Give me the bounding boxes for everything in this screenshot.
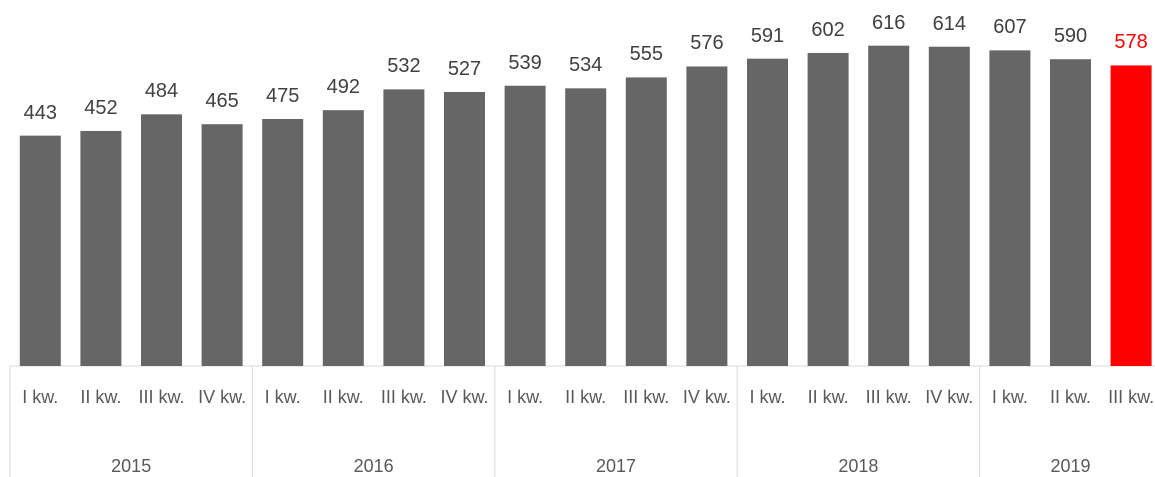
bar [201,124,243,366]
group-label: 2019 [1050,456,1091,476]
value-label: 539 [508,51,542,74]
bar [444,91,485,367]
value-label: 443 [23,101,57,124]
x-tick-label: I kw. [507,387,544,407]
value-label: 576 [690,32,724,55]
bar [807,52,849,367]
group-label: 2016 [353,456,394,476]
bar [141,114,182,366]
group-label: 2018 [838,456,879,476]
bar [686,66,728,366]
value-label: 484 [144,80,179,103]
bar [868,45,910,367]
value-label: 607 [993,16,1027,39]
value-label: 532 [387,55,421,78]
x-tick-label: IV kw. [925,387,974,407]
bar [928,46,970,366]
x-tick-label: II kw. [322,387,364,407]
x-tick-label: I kw. [264,387,301,407]
value-label: 614 [932,12,966,35]
x-tick-label: II kw. [565,387,607,407]
value-label: 527 [447,57,482,80]
bar [504,85,546,366]
value-label: 555 [629,43,663,66]
value-label: 602 [811,18,845,41]
value-label: 591 [750,24,785,47]
value-label: 534 [569,54,603,77]
x-tick-label: II kw. [80,387,122,407]
value-label: 492 [326,76,360,99]
x-tick-label: III kw. [865,387,912,407]
group-label: 2017 [595,456,637,476]
x-tick-label: IV kw. [682,387,731,407]
group-label: 2015 [111,456,152,476]
value-label: 578 [1114,31,1148,54]
bar [989,50,1031,367]
value-label: 465 [205,90,239,113]
value-label: 452 [84,96,118,119]
x-tick-label: III kw. [380,387,427,407]
bar [1050,59,1091,366]
x-tick-label: I kw. [749,387,786,407]
bar [1110,65,1152,366]
x-tick-label: IV kw. [198,387,247,407]
x-tick-label: IV kw. [440,387,489,407]
x-tick-label: II kw. [1049,387,1091,407]
value-label: 590 [1053,25,1088,48]
bar [80,130,122,366]
bar [19,135,61,366]
x-tick-label: III kw. [138,387,185,407]
value-label: 616 [872,11,906,34]
x-tick-label: I kw. [991,387,1028,407]
x-tick-label: III kw. [1108,387,1155,407]
value-label: 475 [266,85,300,107]
bar [262,119,304,366]
bar [565,88,607,366]
x-tick-label: II kw. [807,387,849,407]
bar [625,77,667,367]
bar [383,89,425,367]
bar [747,58,788,367]
x-tick-label: III kw. [623,387,670,407]
bar [322,110,364,366]
x-tick-label: I kw. [22,387,59,407]
